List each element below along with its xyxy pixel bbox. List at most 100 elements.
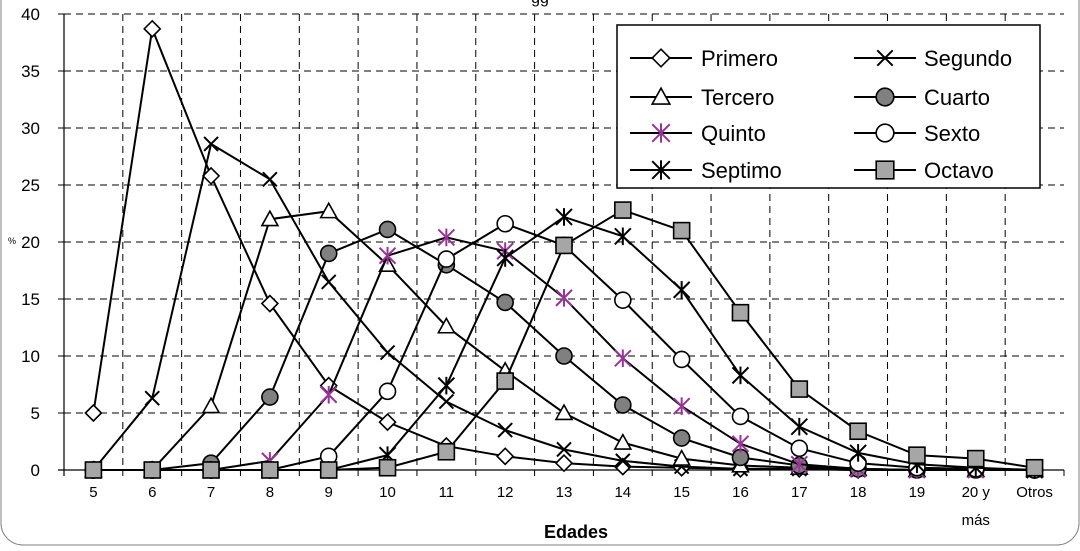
data-point xyxy=(849,444,867,462)
x-axis-label: Edades xyxy=(544,522,608,542)
triangle-shape xyxy=(319,201,339,219)
data-point xyxy=(260,209,280,227)
y-tick-labels: 0 5 10 15 20 25 30 35 40 xyxy=(21,5,40,480)
diamond-shape xyxy=(84,403,103,423)
data-point xyxy=(378,412,397,432)
circle-shape xyxy=(875,123,895,143)
diamond-shape xyxy=(378,412,397,432)
circle-shape xyxy=(496,214,514,233)
data-point xyxy=(496,372,514,390)
data-point xyxy=(202,461,220,479)
legend-label: Septimo xyxy=(701,158,782,183)
circle-shape xyxy=(672,350,691,369)
square-shape xyxy=(790,380,809,398)
data-point xyxy=(672,397,691,415)
data-point xyxy=(790,439,809,458)
x-tick-label: 17 xyxy=(791,484,808,501)
data-point xyxy=(261,461,279,479)
circle-shape xyxy=(378,382,397,401)
square-shape xyxy=(202,461,220,479)
square-shape xyxy=(319,461,338,479)
triangle-shape xyxy=(436,316,456,334)
legend-label: Quinto xyxy=(701,121,766,146)
data-point xyxy=(319,461,338,479)
x-tick-label: 9 xyxy=(325,484,333,501)
data-point xyxy=(496,249,514,267)
legend-label: Sexto xyxy=(924,121,980,146)
square-shape xyxy=(614,201,632,219)
data-point xyxy=(849,422,867,441)
data-point xyxy=(379,344,396,361)
square-shape xyxy=(84,461,103,479)
circle-shape xyxy=(790,439,809,458)
data-point xyxy=(378,246,397,265)
data-point xyxy=(613,432,633,450)
circle-shape xyxy=(496,293,514,312)
data-point xyxy=(378,220,397,239)
series-octavo xyxy=(84,201,1044,479)
legend-label: Cuarto xyxy=(924,85,990,110)
data-point xyxy=(144,390,160,406)
data-point xyxy=(84,403,103,423)
legend-marker xyxy=(875,123,895,143)
square-shape xyxy=(555,236,573,255)
legend-item-tercero: Tercero xyxy=(630,85,774,110)
legend-item-septimo: Septimo xyxy=(630,158,782,183)
data-point xyxy=(437,250,456,268)
circle-shape xyxy=(614,396,632,414)
data-point xyxy=(614,291,632,309)
square-shape xyxy=(496,372,514,390)
data-point xyxy=(437,376,456,395)
square-shape xyxy=(1025,458,1044,477)
legend-item-cuarto: Cuarto xyxy=(854,85,990,110)
diamond-shape xyxy=(260,294,280,313)
series-layer xyxy=(84,19,1044,480)
circle-shape xyxy=(875,87,895,107)
chart-title: gg xyxy=(531,0,549,7)
diamond-shape xyxy=(554,454,574,473)
x-tick-label: 20 y más xyxy=(962,484,991,529)
x-tick-label: 7 xyxy=(207,484,215,501)
x-tick-label: 19 xyxy=(909,484,926,501)
legend-label: Segundo xyxy=(924,46,1012,71)
data-point xyxy=(554,403,574,421)
data-point xyxy=(84,461,103,479)
data-point xyxy=(201,166,221,186)
triangle-shape xyxy=(613,432,633,450)
legend-marker xyxy=(651,160,671,180)
x-stroke xyxy=(262,171,278,188)
legend-label: Octavo xyxy=(924,158,994,183)
data-point xyxy=(437,442,456,461)
square-shape xyxy=(849,422,867,441)
circle-shape xyxy=(731,407,750,426)
legend: Primero Segundo Tercero Cuarto Quinto Sexto Se… xyxy=(616,24,1041,189)
data-point xyxy=(672,429,691,447)
legend-marker xyxy=(875,87,895,107)
data-point xyxy=(496,293,514,312)
y-tick-label: 0 xyxy=(31,461,40,480)
square-shape xyxy=(875,160,895,180)
x-tick-label: 11 xyxy=(439,484,455,501)
data-point xyxy=(497,422,513,438)
triangle-shape xyxy=(260,209,280,227)
data-point xyxy=(319,385,338,404)
legend-marker xyxy=(650,86,672,105)
data-point xyxy=(1025,458,1044,477)
square-shape xyxy=(261,461,279,479)
data-point xyxy=(436,316,456,334)
y-tick-label: 5 xyxy=(31,404,40,423)
data-point xyxy=(672,281,691,299)
legend-marker xyxy=(876,49,894,67)
data-point xyxy=(966,449,985,468)
y-tick-label: 30 xyxy=(21,119,40,138)
y-tick-label: 15 xyxy=(21,290,40,309)
legend-marker xyxy=(651,48,671,68)
y-axis-label: % xyxy=(8,236,16,246)
diamond-shape xyxy=(613,457,632,476)
y-tick-label: 20 xyxy=(21,233,40,252)
data-point xyxy=(319,201,339,219)
diamond-shape xyxy=(496,447,515,466)
data-point xyxy=(614,201,632,219)
data-point xyxy=(731,303,750,322)
